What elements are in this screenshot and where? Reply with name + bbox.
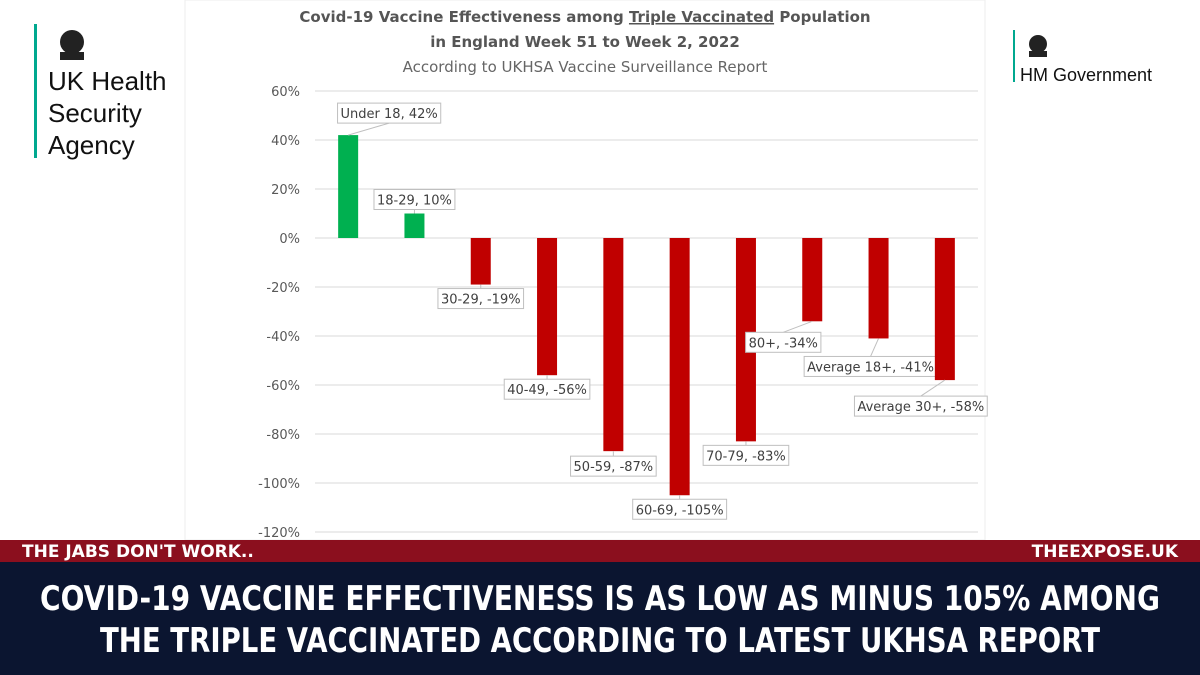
label-pointer bbox=[870, 338, 880, 357]
label-box bbox=[437, 288, 525, 310]
data-label: 30-29, -19% bbox=[437, 284, 525, 310]
label-box bbox=[503, 378, 591, 400]
label-pointer bbox=[783, 320, 813, 333]
label-box bbox=[373, 189, 456, 210]
bar bbox=[537, 238, 558, 376]
bar bbox=[802, 238, 823, 322]
data-label: Under 18, 42% bbox=[337, 102, 442, 136]
y-tick-label: -100% bbox=[258, 477, 300, 492]
data-label: 18-29, 10% bbox=[373, 189, 456, 214]
plot: 60% 40% 20% 0% -20% -40% -60% -80% -100% -120% Und… bbox=[258, 85, 988, 541]
bar bbox=[669, 238, 690, 496]
agency-name: Security bbox=[48, 98, 142, 128]
banner-strip bbox=[0, 540, 1200, 562]
y-tick-label: 60% bbox=[271, 85, 300, 100]
banner-body bbox=[0, 562, 1200, 675]
headline: COVID-19 VACCINE EFFECTIVENESS IS AS LOW… bbox=[40, 579, 1160, 619]
bar bbox=[868, 238, 889, 339]
label-box bbox=[745, 331, 822, 353]
logo-rule bbox=[1013, 30, 1015, 82]
bar bbox=[338, 135, 359, 238]
data-label: 50-59, -87% bbox=[570, 451, 657, 477]
title-underlined: Triple Vaccinated bbox=[629, 8, 774, 26]
y-tick-label: -20% bbox=[266, 281, 300, 296]
label-box bbox=[853, 395, 988, 417]
label-pointer bbox=[920, 379, 946, 397]
data-label: 40-49, -56% bbox=[503, 375, 591, 400]
data-label-text: 70-79, -83% bbox=[706, 449, 786, 464]
label-pointer bbox=[348, 122, 390, 136]
data-label-text: Average 30+, -58% bbox=[857, 400, 984, 415]
data-label-text: Average 18+, -41% bbox=[807, 360, 934, 375]
data-label-text: 30-29, -19% bbox=[441, 293, 521, 308]
chart-subtitle: According to UKHSA Vaccine Surveillance … bbox=[403, 58, 768, 76]
data-label-text: 50-59, -87% bbox=[574, 460, 654, 475]
chart-title: in England Week 51 to Week 2, 2022 bbox=[430, 33, 740, 51]
title-part: Covid-19 Vaccine Effectiveness among bbox=[299, 8, 629, 26]
government-name: HM Government bbox=[1020, 65, 1152, 85]
logo-rule bbox=[34, 24, 37, 158]
bar bbox=[603, 238, 624, 452]
y-tick-label: 40% bbox=[271, 134, 300, 149]
data-label: 60-69, -105% bbox=[632, 495, 728, 520]
y-tick-label: -80% bbox=[266, 428, 300, 443]
bar bbox=[934, 238, 955, 381]
y-tick-label: 0% bbox=[279, 232, 300, 247]
data-label-text: 18-29, 10% bbox=[377, 194, 452, 209]
title-part: Population bbox=[774, 8, 871, 26]
data-label: Average 18+, -41% bbox=[803, 338, 938, 377]
y-tick-label: -40% bbox=[266, 330, 300, 345]
label-box bbox=[337, 102, 442, 124]
data-label-text: 80+, -34% bbox=[749, 336, 818, 351]
y-tick-label: 20% bbox=[271, 183, 300, 198]
chart-panel bbox=[184, 0, 986, 541]
data-label: 70-79, -83% bbox=[702, 441, 790, 466]
label-box bbox=[570, 455, 657, 477]
banner-left: THE JABS DON'T WORK.. bbox=[22, 542, 254, 562]
data-label-text: 40-49, -56% bbox=[507, 383, 587, 398]
label-box bbox=[632, 498, 728, 520]
crest bbox=[60, 30, 1047, 60]
y-tick-label: -120% bbox=[258, 526, 300, 541]
bar bbox=[404, 213, 425, 238]
data-label-text: 60-69, -105% bbox=[636, 503, 724, 518]
data-label: 80+, -34% bbox=[745, 320, 822, 353]
agency-name: Agency bbox=[48, 130, 135, 160]
data-label-text: Under 18, 42% bbox=[341, 107, 438, 122]
y-tick-label: -60% bbox=[266, 379, 300, 394]
agency-name: UK Health bbox=[48, 66, 167, 96]
chart-title: Covid-19 Vaccine Effectiveness among Tri… bbox=[299, 8, 870, 26]
banner-right: THEEXPOSE.UK bbox=[1032, 542, 1179, 562]
bar bbox=[470, 238, 491, 285]
label-box bbox=[702, 444, 790, 466]
headline: THE TRIPLE VACCINATED ACCORDING TO LATES… bbox=[100, 621, 1101, 661]
data-label: Average 30+, -58% bbox=[853, 379, 988, 417]
